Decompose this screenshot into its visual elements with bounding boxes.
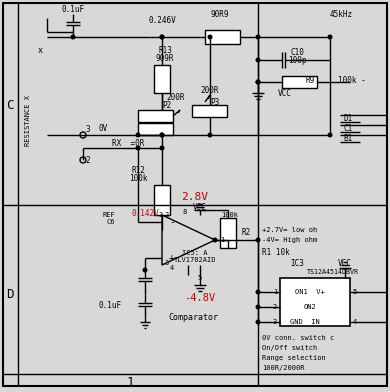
Circle shape — [256, 290, 260, 294]
Text: 2: 2 — [165, 212, 169, 218]
Circle shape — [256, 35, 260, 39]
Text: C1: C1 — [343, 123, 353, 132]
Text: TLV1702AID: TLV1702AID — [174, 257, 216, 263]
Circle shape — [328, 133, 332, 137]
Text: 5: 5 — [198, 275, 202, 281]
Bar — [138, 123, 173, 135]
Text: R1 10k: R1 10k — [262, 247, 290, 256]
Bar — [154, 65, 170, 93]
Text: 4: 4 — [353, 319, 357, 325]
Text: VCC: VCC — [193, 203, 207, 212]
Circle shape — [160, 146, 164, 150]
Circle shape — [136, 146, 140, 150]
Text: 200R: 200R — [201, 85, 219, 94]
Circle shape — [256, 80, 260, 84]
Text: 909R: 909R — [156, 53, 174, 62]
Circle shape — [256, 80, 260, 84]
Text: 100R/2000R: 100R/2000R — [262, 365, 305, 371]
Text: 0V conn. switch c: 0V conn. switch c — [262, 335, 334, 341]
Text: D1: D1 — [343, 114, 353, 123]
Text: 0.1uF: 0.1uF — [98, 301, 122, 310]
Text: -4V= High ohm: -4V= High ohm — [262, 237, 317, 243]
Text: 1: 1 — [273, 289, 277, 295]
Text: 90R9: 90R9 — [211, 9, 229, 18]
Text: 2: 2 — [86, 156, 90, 165]
Text: 4: 4 — [170, 265, 174, 271]
Text: 0.142V: 0.142V — [132, 209, 160, 218]
Text: D: D — [6, 289, 14, 301]
Text: 0.246V: 0.246V — [148, 16, 176, 25]
Text: ON1  V+: ON1 V+ — [295, 289, 325, 295]
Text: TS12A4514DBVR: TS12A4514DBVR — [307, 269, 359, 275]
Bar — [192, 105, 227, 117]
Circle shape — [256, 320, 260, 324]
Bar — [205, 30, 240, 44]
Circle shape — [143, 268, 147, 272]
Circle shape — [213, 238, 217, 242]
Text: 3: 3 — [159, 212, 163, 218]
Text: x: x — [37, 45, 43, 54]
Circle shape — [160, 35, 164, 39]
Text: R13: R13 — [158, 45, 172, 54]
Text: B1: B1 — [343, 134, 353, 143]
Circle shape — [328, 35, 332, 39]
Text: +: + — [169, 253, 175, 263]
Text: 0.1uF: 0.1uF — [62, 4, 85, 13]
Text: C6: C6 — [106, 219, 115, 225]
Text: REF: REF — [102, 212, 115, 218]
Bar — [280, 278, 350, 326]
Text: On/Off switch: On/Off switch — [262, 345, 317, 351]
Circle shape — [208, 133, 212, 137]
Circle shape — [160, 35, 164, 39]
Text: C: C — [6, 98, 14, 111]
Text: Comparator: Comparator — [168, 314, 218, 323]
Text: 1: 1 — [220, 237, 224, 243]
Text: 2.8V: 2.8V — [181, 192, 209, 202]
Text: 100k -: 100k - — [338, 76, 366, 85]
Text: 2: 2 — [273, 304, 277, 310]
Text: GND  IN: GND IN — [290, 319, 320, 325]
Text: 100p: 100p — [288, 56, 306, 65]
Circle shape — [160, 133, 164, 137]
Text: P3: P3 — [210, 98, 220, 107]
Bar — [220, 218, 236, 248]
Text: -4.8V: -4.8V — [184, 293, 216, 303]
Text: 100k: 100k — [222, 212, 239, 218]
Text: Range selection: Range selection — [262, 355, 326, 361]
Text: IC3: IC3 — [290, 260, 304, 269]
Text: -: - — [169, 217, 175, 227]
Bar — [154, 185, 170, 215]
Text: 45kHz: 45kHz — [330, 9, 353, 18]
Circle shape — [71, 35, 75, 39]
Circle shape — [256, 305, 260, 309]
Text: R9: R9 — [305, 76, 315, 85]
Text: 200R: 200R — [167, 93, 185, 102]
Bar — [138, 110, 173, 122]
Bar — [282, 76, 317, 88]
Text: 3: 3 — [165, 260, 169, 266]
Text: 8: 8 — [183, 209, 187, 215]
Text: 0V: 0V — [98, 123, 108, 132]
Text: 3: 3 — [86, 125, 90, 134]
Text: 5: 5 — [353, 289, 357, 295]
Circle shape — [256, 58, 260, 62]
Circle shape — [136, 133, 140, 137]
Circle shape — [256, 238, 260, 242]
Text: 100k: 100k — [129, 174, 147, 183]
Circle shape — [160, 133, 164, 137]
Text: RX  =0R: RX =0R — [112, 138, 144, 147]
Text: C10: C10 — [290, 47, 304, 56]
Text: +2.7V= low oh: +2.7V= low oh — [262, 227, 317, 233]
Text: ON2: ON2 — [304, 304, 316, 310]
Circle shape — [208, 35, 212, 39]
Text: IC5: A: IC5: A — [182, 250, 208, 256]
Text: R2: R2 — [241, 227, 250, 236]
Text: RESISTANCE X: RESISTANCE X — [25, 94, 31, 145]
Text: 1: 1 — [126, 376, 134, 388]
Text: P2: P2 — [162, 100, 171, 109]
Text: 3: 3 — [273, 319, 277, 325]
Text: R12: R12 — [131, 165, 145, 174]
Text: VCC: VCC — [338, 260, 352, 269]
Text: VCC: VCC — [278, 89, 292, 98]
